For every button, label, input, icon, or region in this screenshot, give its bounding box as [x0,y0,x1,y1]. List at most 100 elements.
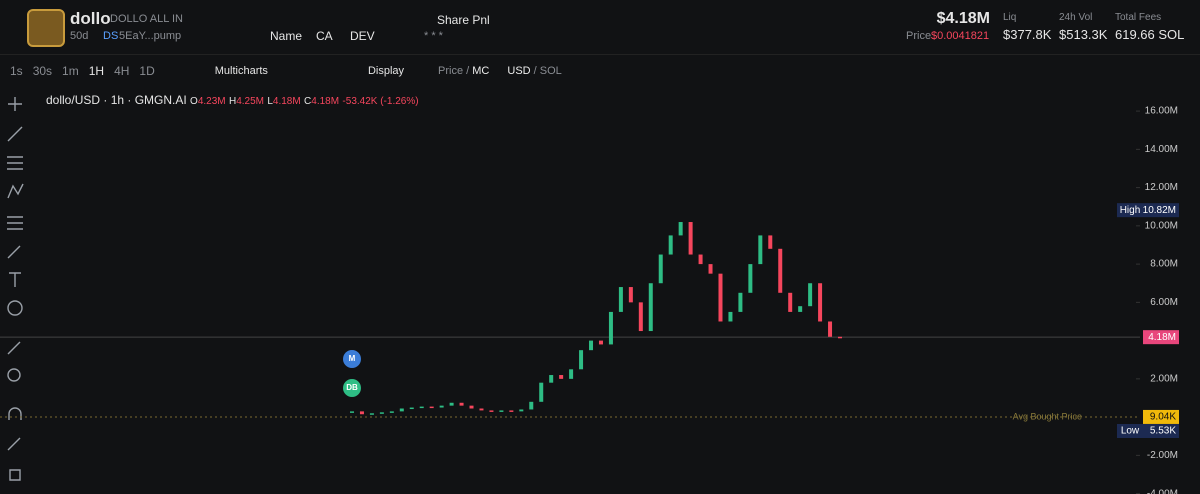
symbol: dollo/USD · 1h · GMGN.AI [46,93,187,107]
age: 50d [70,30,89,42]
c: C [304,96,312,107]
sol: / SOL [533,65,562,77]
price-label: Price [906,30,932,42]
link-dev[interactable]: DEV [350,29,375,43]
o: O [190,96,198,107]
candle [768,235,773,249]
avg-bought-label: Avg Bought Price [1013,411,1082,421]
price-label: 10.82M [1143,205,1176,216]
event-marker-label: M [349,354,356,363]
token-full-name: DOLLO ALL IN [110,13,183,25]
candle [429,406,434,409]
candle [748,264,753,293]
event-marker [343,350,361,368]
candle [718,273,723,322]
y-tick-label: 16.00M [1145,106,1178,117]
candle [409,407,414,410]
candle [519,409,524,412]
legend: dollo/USD · 1h · GMGN.AI O4.23M H4.25M L… [46,93,419,107]
link-name[interactable]: Name [270,29,303,43]
stars: * * * [424,30,443,42]
interval[interactable]: 1D [139,64,155,78]
price: $0.0041821 [931,30,990,42]
candle [648,283,653,332]
candle [359,411,364,415]
y-tick-label: 8.00M [1150,259,1178,270]
candle [658,254,663,284]
candle [728,311,733,322]
candle [688,222,693,255]
candle [449,402,454,406]
candle [589,340,594,351]
interval[interactable]: 1s [10,64,23,78]
event-marker-label: DB [346,383,358,392]
o-val: 4.23M [197,96,226,107]
candle [459,402,464,406]
candle [489,410,494,412]
candle [708,264,713,274]
stat-label: 24h Vol [1059,12,1093,23]
candle [808,283,813,307]
c-val: 4.18M [311,96,340,107]
link-ca[interactable]: CA [316,29,333,43]
interval[interactable]: 1H [88,64,105,78]
change: -53.42K (-1.26%) [342,96,419,107]
price-label: 5.53K [1150,426,1176,437]
address[interactable]: 5EaY...pump [119,30,182,42]
candle [499,410,504,412]
y-tick-label: 12.00M [1145,182,1178,193]
price: Price [438,65,464,77]
price-label-name-box [1117,203,1143,218]
candle [698,254,703,265]
price-label-box [1143,409,1179,424]
price-label-name: Low [1121,426,1140,437]
candle [479,408,484,411]
token-name: dollo [70,9,111,28]
price-toggle[interactable]: Price / MC [438,65,489,77]
drawing-tools [7,97,24,481]
candle [439,405,444,408]
stat-label: Total Fees [1115,12,1162,23]
candle [529,401,534,410]
price-label-name: High [1120,205,1141,216]
multicharts[interactable]: Multicharts [214,65,268,77]
divider [0,54,1200,55]
interval[interactable]: 1m [62,64,79,78]
interval[interactable]: 4H [114,64,130,78]
stat-value: $513.3K [1059,27,1108,42]
candle [579,350,584,370]
price-label-box [1143,330,1179,345]
stat-value: 619.66 SOL [1115,27,1185,42]
ds: DS [103,30,119,42]
display[interactable]: Display [367,65,405,77]
candle [389,411,394,413]
candle [838,336,842,339]
toolbar: 1s 30s 1m 1H 4H 1D Multicharts Display P… [10,64,562,78]
candle [598,340,603,345]
candle [419,406,424,409]
usd: USD [507,65,531,77]
candle [350,411,354,413]
candle [788,292,793,312]
candle [399,408,404,412]
candle [369,413,374,415]
y-tick-label: -4.00M [1147,488,1178,494]
candle [818,283,823,322]
price-label: 4.18M [1148,332,1176,343]
interval[interactable]: 30s [32,64,53,78]
currency-toggle[interactable]: USD / SOL [507,65,561,77]
candle [798,306,803,312]
market-cap: $4.18M [936,10,990,27]
y-tick-label: 10.00M [1145,220,1178,231]
candle [628,287,633,303]
candle [618,287,623,312]
candle [569,369,574,379]
y-tick-label: 6.00M [1150,297,1178,308]
l-val: 4.18M [272,96,301,107]
candle [608,311,613,345]
h-val: 4.25M [236,96,264,107]
y-tick-label: 14.00M [1145,144,1178,155]
share-pnl[interactable]: Share Pnl [437,13,490,27]
y-tick-label: 2.00M [1150,374,1178,385]
sep: / [466,65,470,77]
